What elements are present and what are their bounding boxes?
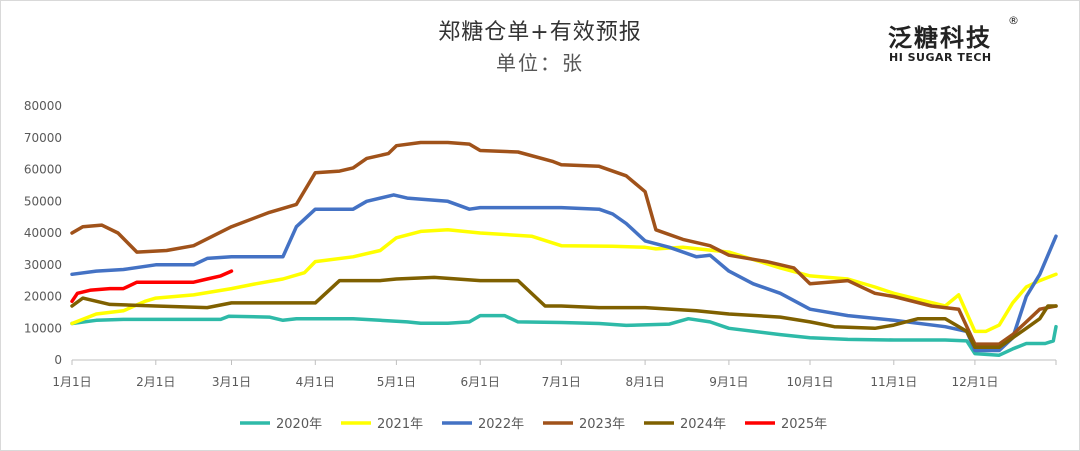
legend-label: 2025年 xyxy=(781,417,827,432)
x-tick-label: 3月1日 xyxy=(212,375,251,389)
y-tick-label: 70000 xyxy=(24,131,62,145)
series-line-2021年 xyxy=(70,228,1058,334)
logo-registered-mark: ® xyxy=(1008,14,1019,27)
y-tick-label: 50000 xyxy=(24,194,62,208)
legend-label: 2024年 xyxy=(680,417,726,432)
logo-en-text: HI SUGAR TECH xyxy=(889,51,992,64)
y-tick-label: 30000 xyxy=(24,258,62,272)
y-tick-label: 40000 xyxy=(24,226,62,240)
series-line-2024年 xyxy=(70,275,1058,350)
legend-label: 2023年 xyxy=(579,417,625,432)
hi-sugar-tech-logo: 泛糖科技 ® HI SUGAR TECH xyxy=(880,14,1030,68)
y-tick-label: 10000 xyxy=(24,321,62,335)
series-line-2023年 xyxy=(70,140,1058,346)
x-tick-label: 12月1日 xyxy=(951,375,998,389)
x-tick-label: 6月1日 xyxy=(461,375,500,389)
legend-label: 2020年 xyxy=(276,417,322,432)
y-tick-label: 20000 xyxy=(24,290,62,304)
series-line-2022年 xyxy=(70,193,1058,353)
y-tick-label: 60000 xyxy=(24,163,62,177)
chart-subtitle: 单位：张 xyxy=(496,51,584,75)
legend-label: 2022年 xyxy=(478,417,524,432)
x-tick-label: 9月1日 xyxy=(709,375,748,389)
x-tick-label: 11月1日 xyxy=(870,375,917,389)
y-tick-label: 0 xyxy=(54,353,62,367)
chart-title: 郑糖仓单+有效预报 xyxy=(438,20,642,45)
x-tick-label: 4月1日 xyxy=(296,375,335,389)
x-tick-label: 7月1日 xyxy=(542,375,581,389)
x-tick-label: 5月1日 xyxy=(377,375,416,389)
series-line-2025年 xyxy=(70,269,234,304)
x-tick-label: 8月1日 xyxy=(625,375,664,389)
legend-label: 2021年 xyxy=(377,417,423,432)
x-tick-label: 2月1日 xyxy=(136,375,175,389)
y-tick-label: 80000 xyxy=(24,99,62,113)
x-tick-label: 10月1日 xyxy=(787,375,834,389)
x-tick-label: 1月1日 xyxy=(52,375,91,389)
logo-cn-text: 泛糖科技 xyxy=(888,24,992,52)
